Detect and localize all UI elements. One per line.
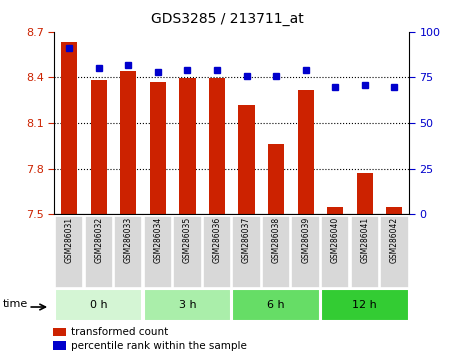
Text: GDS3285 / 213711_at: GDS3285 / 213711_at — [151, 12, 303, 27]
Bar — [327, 207, 343, 214]
Bar — [268, 143, 284, 214]
Bar — [238, 105, 254, 214]
Bar — [120, 72, 136, 214]
Text: 0 h: 0 h — [90, 300, 107, 310]
Text: GSM286031: GSM286031 — [65, 216, 74, 263]
Bar — [232, 289, 320, 321]
Text: GSM286039: GSM286039 — [301, 216, 310, 263]
Bar — [262, 216, 290, 288]
Text: percentile rank within the sample: percentile rank within the sample — [71, 341, 247, 351]
Text: GSM286041: GSM286041 — [360, 216, 369, 263]
Text: GSM286038: GSM286038 — [272, 216, 280, 263]
Text: 6 h: 6 h — [267, 300, 285, 310]
Text: GSM286042: GSM286042 — [390, 216, 399, 263]
Bar — [173, 216, 201, 288]
Text: 12 h: 12 h — [352, 300, 377, 310]
Bar — [380, 216, 409, 288]
Bar — [55, 216, 83, 288]
Bar — [114, 216, 142, 288]
Bar — [357, 173, 373, 214]
Bar — [144, 216, 172, 288]
Bar — [291, 216, 320, 288]
Text: GSM286036: GSM286036 — [212, 216, 221, 263]
Bar — [209, 78, 225, 214]
Text: GSM286033: GSM286033 — [124, 216, 133, 263]
Bar — [144, 289, 231, 321]
Bar — [85, 216, 113, 288]
Text: GSM286037: GSM286037 — [242, 216, 251, 263]
Bar — [298, 90, 314, 214]
Text: time: time — [3, 299, 28, 309]
Text: 3 h: 3 h — [179, 300, 196, 310]
Bar — [386, 207, 403, 214]
Bar — [61, 42, 77, 214]
Bar — [203, 216, 231, 288]
Text: GSM286040: GSM286040 — [331, 216, 340, 263]
Bar — [91, 80, 107, 214]
Bar — [53, 327, 66, 336]
Bar — [179, 78, 195, 214]
Text: transformed count: transformed count — [71, 327, 169, 337]
Bar — [350, 216, 379, 288]
Bar — [55, 289, 142, 321]
Text: GSM286035: GSM286035 — [183, 216, 192, 263]
Bar — [321, 289, 409, 321]
Text: GSM286032: GSM286032 — [94, 216, 103, 263]
Bar — [150, 82, 166, 214]
Bar — [53, 341, 66, 350]
Text: GSM286034: GSM286034 — [153, 216, 162, 263]
Bar — [232, 216, 261, 288]
Bar — [321, 216, 350, 288]
